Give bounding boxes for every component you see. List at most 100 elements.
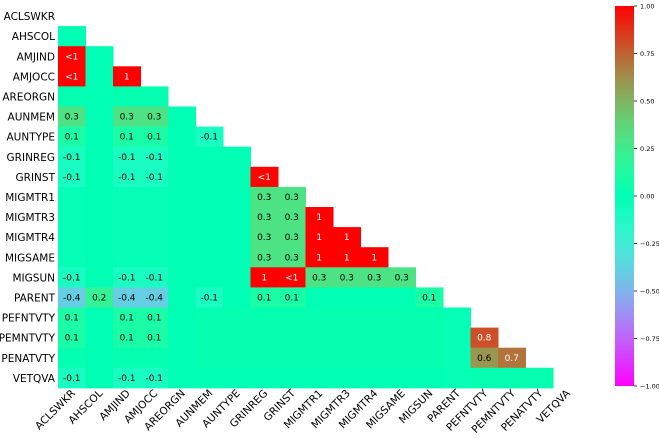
heatmap-cell [85, 207, 114, 228]
heatmap-cell [140, 106, 169, 128]
heatmap-cell [195, 267, 224, 288]
heatmap-cell [333, 307, 361, 329]
heatmap-cell [195, 327, 224, 349]
cell-value-label: -0.1 [118, 173, 136, 183]
cell-value-label: 0.3 [285, 213, 299, 223]
cell-value-label: -0.1 [63, 153, 81, 163]
cell-value-label: -0.1 [145, 374, 163, 384]
cell-value-label: 0.1 [422, 293, 436, 303]
heatmap-cell [140, 267, 169, 288]
heatmap-cell [195, 126, 224, 148]
heatmap-cell [58, 287, 86, 308]
heatmap-cell [113, 86, 141, 107]
heatmap-cell [58, 267, 86, 288]
cell-value-label: 0.3 [285, 193, 299, 203]
heatmap-cell [223, 267, 251, 288]
cell-value-label: 0.1 [120, 334, 134, 344]
heatmap-cell [195, 207, 224, 228]
row-label: PENATVTY [1, 353, 55, 365]
cell-value-label: 0.3 [120, 113, 134, 123]
heatmap-cell [58, 26, 86, 47]
heatmap-cell [58, 66, 86, 87]
heatmap-cell [278, 367, 306, 389]
heatmap-cell [223, 307, 251, 329]
row-label: PEFNTVTY [2, 313, 56, 325]
heatmap-cell [250, 247, 279, 268]
cell-value-label: 0.3 [257, 233, 271, 243]
heatmap-cell [360, 347, 389, 369]
heatmap-cell [113, 66, 141, 87]
heatmap-cell [333, 227, 361, 248]
column-label: ACLSWKR [33, 388, 78, 433]
heatmap-cell [58, 207, 86, 228]
heatmap-cell [85, 227, 114, 248]
colorbar-tick-label: 0.75 [640, 50, 654, 58]
cell-value-label: 1 [316, 213, 322, 223]
row-label: MIGMTR4 [5, 232, 55, 244]
cell-value-label: -0.1 [118, 273, 136, 283]
heatmap-cell [58, 347, 86, 369]
row-label: AMJIND [17, 51, 55, 63]
heatmap-cell [168, 287, 196, 308]
heatmap-cell [168, 347, 196, 369]
heatmap-cell [113, 267, 141, 288]
heatmap-cell [113, 126, 141, 148]
heatmap-cell [85, 166, 114, 188]
heatmap-cell [250, 186, 279, 208]
row-labels: ACLSWKR AHSCOL AMJIND AMJOCC AREORGN AUNMEM AU… [0, 11, 56, 385]
heatmap-cell [195, 146, 224, 168]
heatmap-cell [140, 86, 169, 107]
heatmap-cell [415, 307, 444, 329]
heatmap-cell [278, 307, 306, 329]
heatmap-cell [168, 247, 196, 268]
colorbar-tick-label: −0.75 [640, 335, 659, 343]
heatmap-cell [443, 307, 471, 329]
heatmap-cell [305, 367, 334, 389]
heatmap-cell [85, 46, 114, 67]
heatmap-cell [113, 327, 141, 349]
row-label: GRINREG [7, 152, 55, 164]
colorbar-tick-label: −0.50 [640, 288, 659, 296]
heatmap-cell [140, 287, 169, 308]
cell-value-label: 0.1 [147, 334, 161, 344]
heatmap-cell [223, 327, 251, 349]
heatmap-cell [305, 347, 334, 369]
heatmap-cell [195, 227, 224, 248]
heatmap-cell [85, 86, 114, 107]
colorbar-gradient [615, 6, 634, 386]
heatmap-cell [360, 247, 389, 268]
colorbar: 1.00 0.75 0.50 0.25 0.00 −0.25 −0.50 −0.75 −1.00 [615, 3, 659, 391]
heatmap-cell [168, 166, 196, 188]
row-label: MIGSUN [13, 272, 56, 284]
cell-value-label: 0.1 [65, 334, 79, 344]
heatmap-cell [195, 247, 224, 268]
cell-value-label: 1 [316, 233, 322, 243]
heatmap-cell [113, 287, 141, 308]
heatmap-cell [195, 367, 224, 389]
heatmap-cell [140, 247, 169, 268]
column-labels: ACLSWKRAHSCOLAMJINDAMJOCCAREORGNAUNMEMAU… [33, 387, 573, 436]
cell-value-label: 0.3 [257, 253, 271, 263]
heatmap-cell [195, 287, 224, 308]
heatmap-cell [58, 146, 86, 168]
heatmap-cell [85, 106, 114, 128]
heatmap-cell [443, 367, 471, 389]
heatmap-cell [140, 327, 169, 349]
heatmap-cells [58, 26, 554, 389]
heatmap-cell [223, 287, 251, 308]
heatmap-cell [58, 46, 86, 67]
heatmap-cell [305, 287, 334, 308]
heatmap-cell [168, 327, 196, 349]
cell-value-label: -0.1 [63, 374, 81, 384]
cell-value-label: -0.1 [145, 153, 163, 163]
row-label: AHSCOL [12, 31, 55, 43]
heatmap-cell [388, 327, 416, 349]
heatmap-cell [195, 307, 224, 329]
row-label: ACLSWKR [4, 11, 55, 23]
heatmap-cell [58, 367, 86, 389]
heatmap-cell [58, 327, 86, 349]
heatmap-cell [168, 106, 196, 128]
heatmap-cell [85, 347, 114, 369]
heatmap-cell [333, 267, 361, 288]
